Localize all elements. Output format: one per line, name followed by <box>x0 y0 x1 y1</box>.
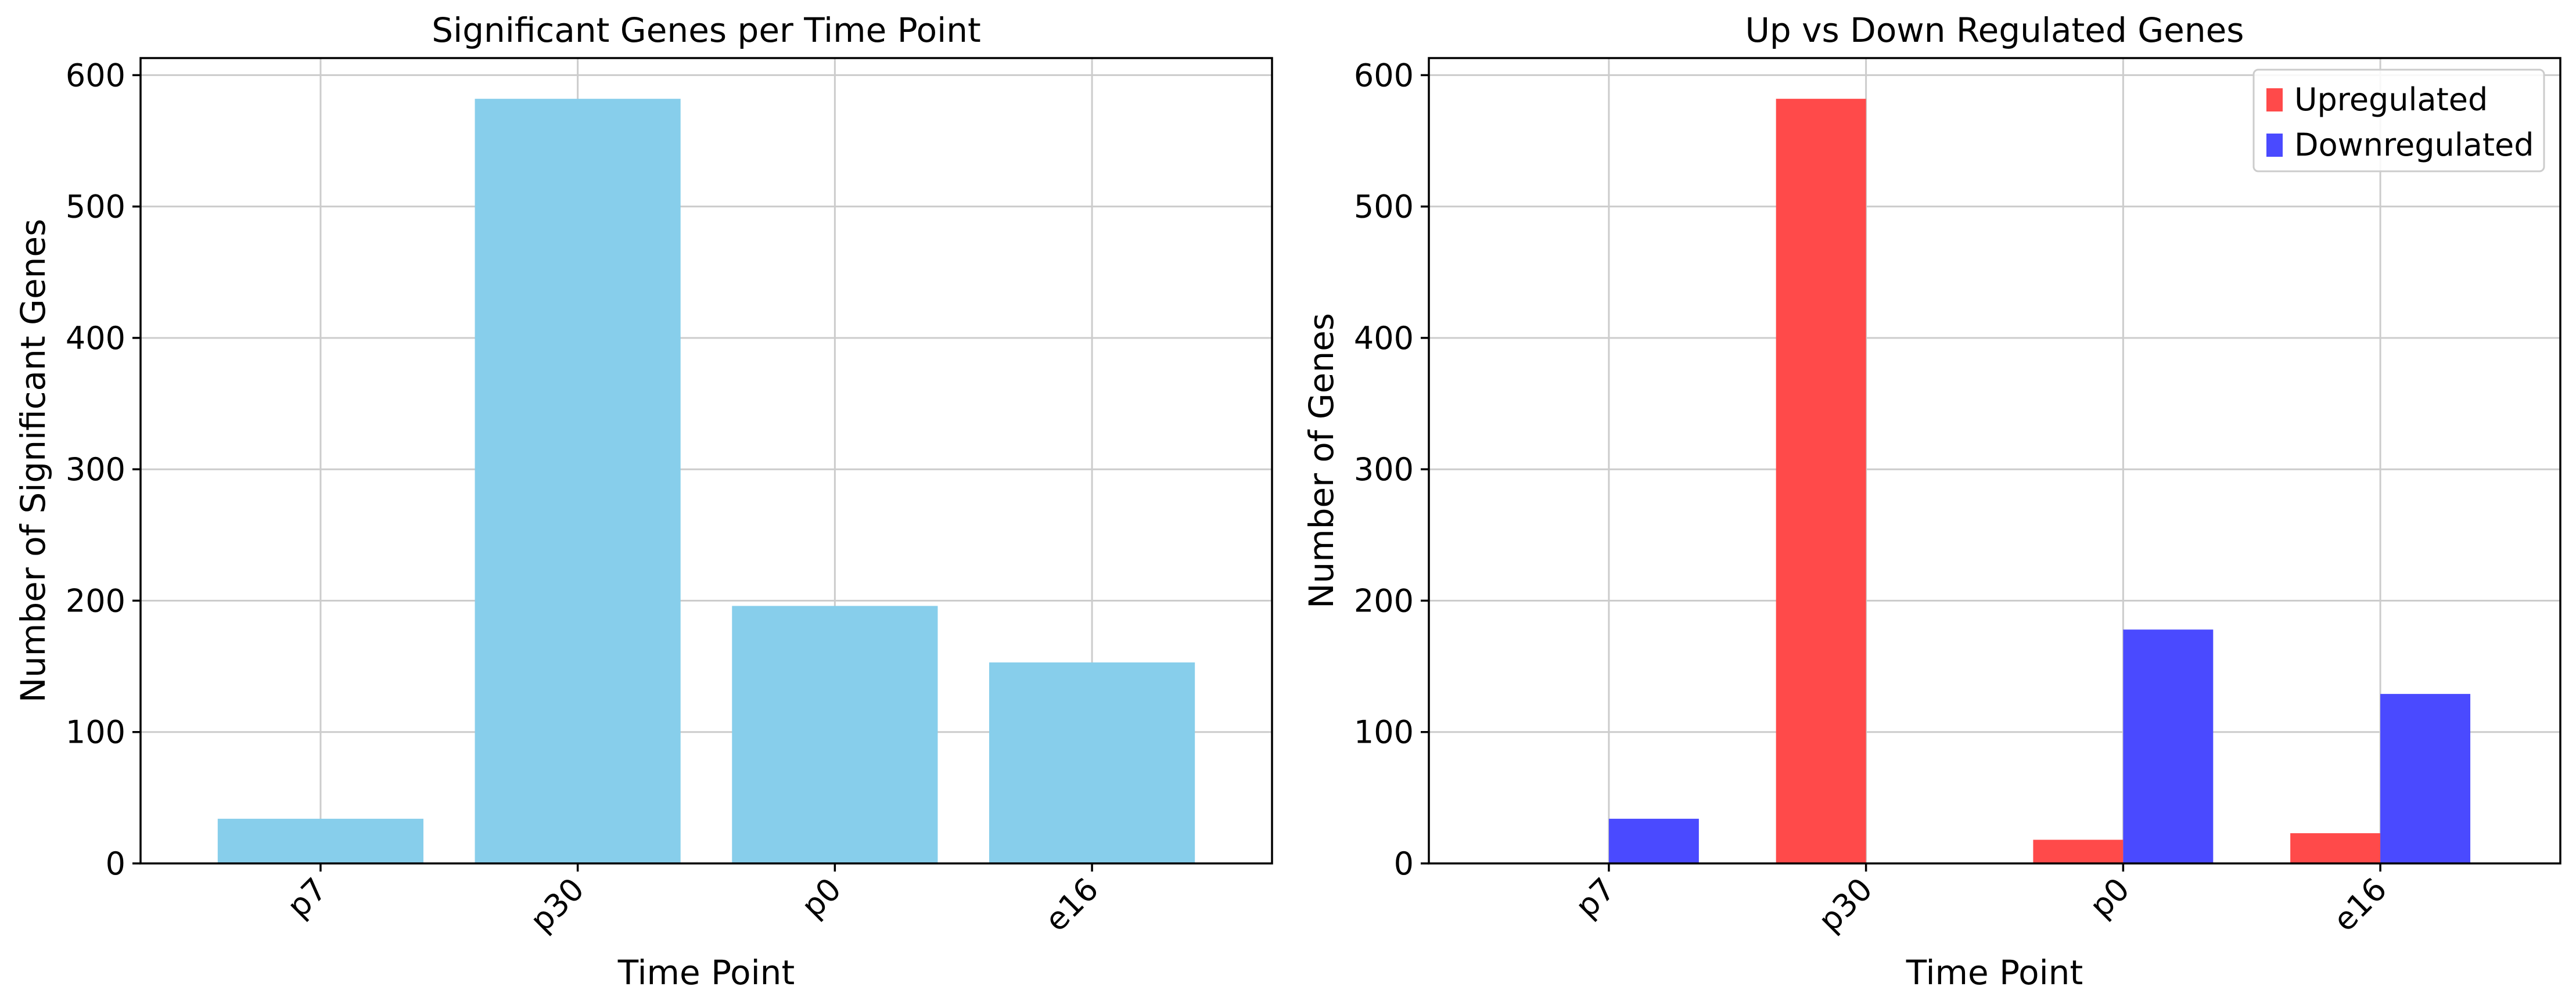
bar-p30 <box>475 99 681 863</box>
bar-group <box>217 99 1195 863</box>
legend-label-downregulated: Downregulated <box>2294 127 2534 163</box>
y-tick-label: 600 <box>66 57 125 93</box>
bar-upregulated-e16 <box>2290 833 2381 863</box>
y-tick-label: 100 <box>1354 714 1414 751</box>
bar-group <box>1608 99 2471 863</box>
y-tick-label: 300 <box>66 451 125 488</box>
chart-up-vs-down: 0 100 200 300 400 500 600 p7 p30 p0 e16 Up vs Dow… <box>1302 10 2561 992</box>
y-axis-label: Number of Genes <box>1302 313 1341 609</box>
x-tick-label-p30: p30 <box>523 871 591 939</box>
legend-swatch-upregulated <box>2266 88 2283 111</box>
legend-label-upregulated: Upregulated <box>2294 81 2488 118</box>
bar-downregulated-e16 <box>2380 694 2471 863</box>
x-tick-label-p7: p7 <box>280 871 334 925</box>
legend-box <box>2252 69 2545 172</box>
y-tick-label: 500 <box>1354 189 1414 225</box>
plot-frame <box>1428 57 2561 865</box>
chart-title: Up vs Down Regulated Genes <box>1745 10 2244 50</box>
y-tick-label: 200 <box>66 582 125 619</box>
y-axis-ticks: 0 100 200 300 400 500 600 <box>1354 57 1429 882</box>
bar-p0 <box>732 606 938 863</box>
bar-upregulated-p0 <box>2033 840 2124 863</box>
bar-downregulated-p7 <box>1608 819 1699 863</box>
bar-upregulated-p30 <box>1776 99 1866 863</box>
x-tick-label-p7: p7 <box>1568 871 1622 925</box>
bar-p7 <box>217 819 423 863</box>
x-axis-label: Time Point <box>1906 953 2083 992</box>
x-axis-label: Time Point <box>617 953 795 992</box>
y-tick-label: 500 <box>66 189 125 225</box>
x-tick-label-e16: e16 <box>1038 871 1106 939</box>
bar-downregulated-p0 <box>2123 629 2214 863</box>
legend-swatch-downregulated <box>2266 134 2283 157</box>
plot-frame <box>139 57 1273 865</box>
y-axis-ticks: 0 100 200 300 400 500 600 <box>66 57 141 882</box>
y-tick-label: 400 <box>66 320 125 357</box>
legend: Upregulated Downregulated <box>2252 69 2545 172</box>
y-tick-label: 0 <box>1394 845 1414 882</box>
y-tick-label: 400 <box>1354 320 1414 357</box>
x-axis-ticks: p7 p30 p0 e16 <box>280 863 1105 939</box>
chart-significant-genes: 0 100 200 300 400 500 600 p7 p30 p0 e16 Significa… <box>13 10 1273 992</box>
y-tick-label: 200 <box>1354 582 1414 619</box>
y-tick-label: 100 <box>66 714 125 751</box>
x-tick-label-p0: p0 <box>2082 871 2136 925</box>
y-tick-label: 300 <box>1354 451 1414 488</box>
x-axis-ticks: p7 p30 p0 e16 <box>1568 863 2394 939</box>
y-tick-label: 0 <box>106 845 125 882</box>
chart-title: Significant Genes per Time Point <box>432 10 980 50</box>
x-tick-label-p0: p0 <box>794 871 848 925</box>
y-tick-label: 600 <box>1354 57 1414 93</box>
x-tick-label-p30: p30 <box>1811 871 1879 939</box>
bar-e16 <box>989 662 1195 863</box>
y-axis-label: Number of Significant Genes <box>13 219 53 703</box>
x-tick-label-e16: e16 <box>2326 871 2394 939</box>
